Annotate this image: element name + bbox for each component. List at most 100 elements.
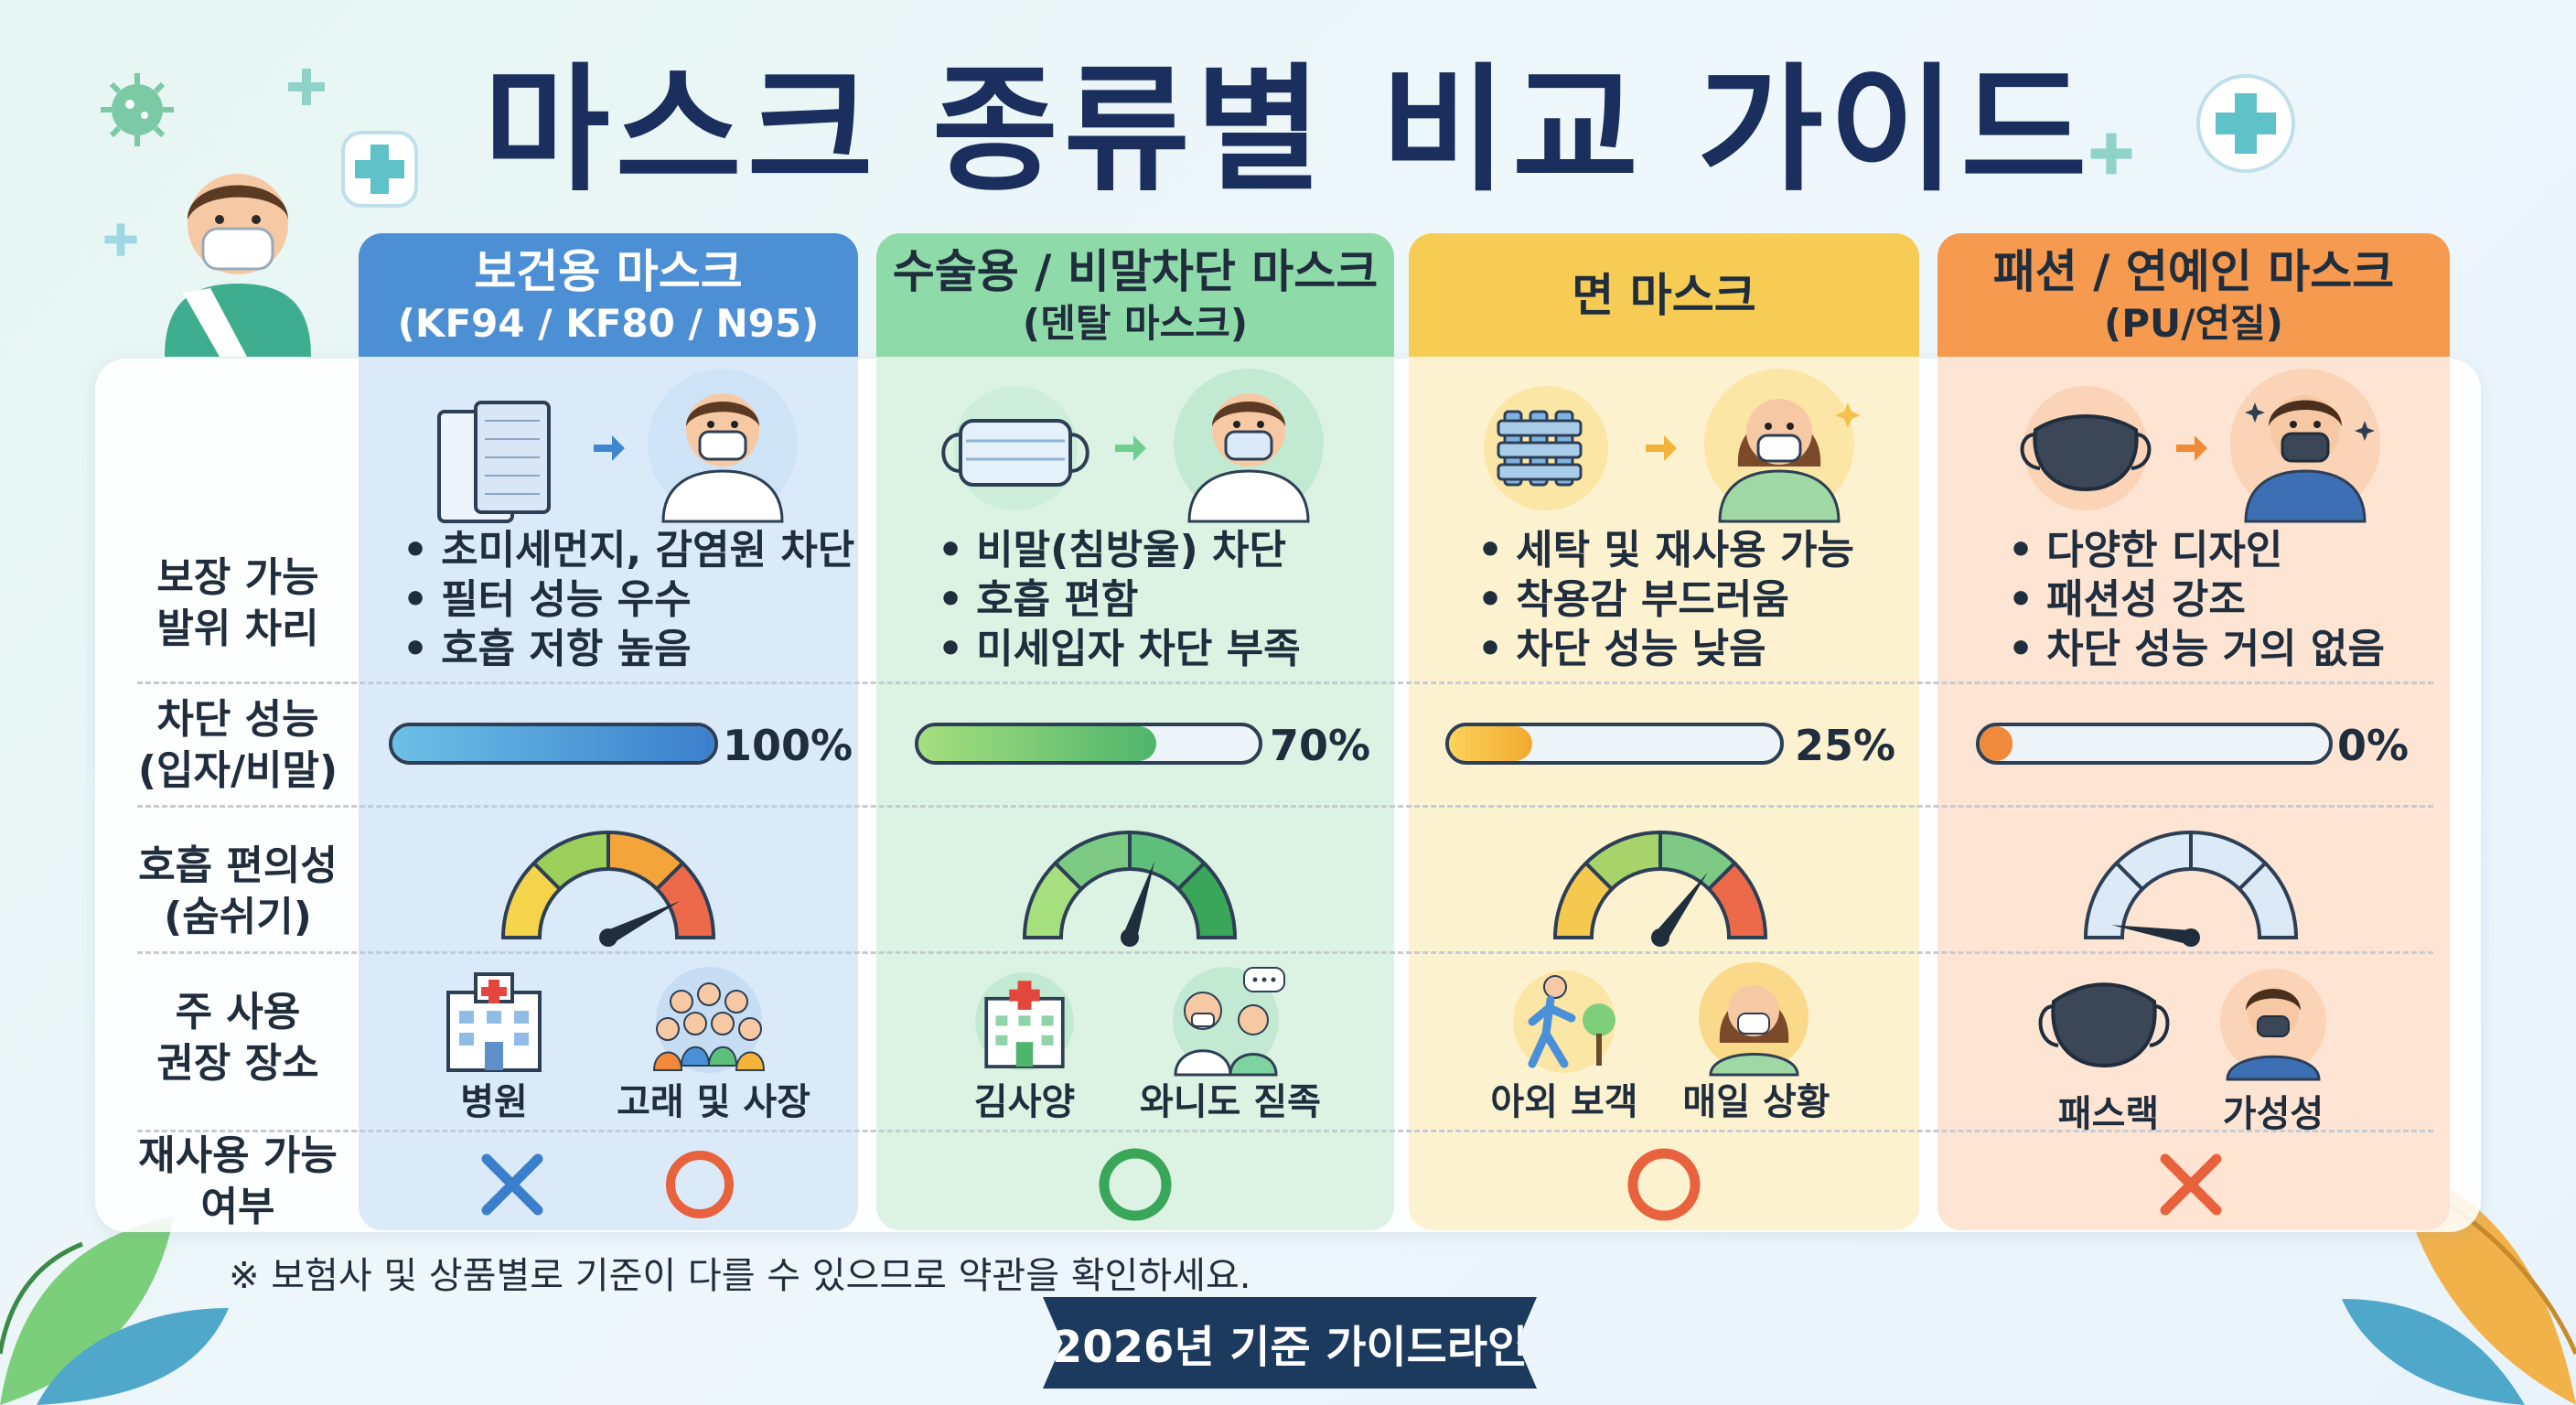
feature-item: 비말(침방울) 차단	[938, 526, 1301, 575]
blocking-percent-surgical: 70%	[1270, 721, 1371, 770]
gauge-segment	[654, 860, 716, 939]
blocking-bar-cotton	[1445, 723, 1784, 765]
breathing-gauge-kf	[500, 830, 716, 947]
feature-item: 패션성 강조	[2008, 575, 2385, 625]
row-label-places: 주 사용 권장 장소	[101, 983, 375, 1093]
column-subtitle: (KF94 / KF80 / N95)	[397, 300, 820, 346]
column-title: 수술용 / 비말차단 마스크	[892, 244, 1379, 298]
arrow-right-icon	[2176, 435, 2207, 461]
column-title: 패션 / 연예인 마스크	[1992, 244, 2395, 298]
medical-cross-icon	[341, 131, 418, 208]
row-label-line: 발위 차리	[156, 606, 319, 652]
doctor-and-patient-icon	[1173, 967, 1285, 1077]
gauge-hub	[1651, 928, 1669, 947]
fashion-mask-icon	[2020, 386, 2152, 510]
plus-sparkle-icon	[104, 223, 137, 256]
blocking-bar-fill	[1980, 726, 2012, 761]
doctor-mascot-illustration	[165, 174, 311, 357]
crowd-icon	[652, 967, 766, 1073]
row-label-line: 권장 장소	[156, 1040, 319, 1087]
reuse-yes-circle-icon	[1099, 1148, 1172, 1221]
row-label-line: 호흡 편의성	[138, 842, 338, 889]
disclaimer-footnote: ※ 보험사 및 상품별로 기준이 다를 수 있으므로 약관을 확인하세요.	[229, 1255, 1251, 1297]
feature-list-fashion: 다양한 디자인 패션성 강조 차단 성능 거의 없음	[2008, 526, 2385, 674]
feature-item: 다양한 디자인	[2008, 526, 2385, 575]
row-label-line: (숨쉬기)	[164, 894, 312, 940]
gauge-segment	[1706, 860, 1768, 939]
doctor-with-mask-icon	[1174, 369, 1324, 523]
blocking-bar-fill	[392, 726, 714, 761]
column-title: 면 마스크	[1572, 268, 1756, 322]
column-subtitle: (덴탈 마스크)	[1022, 300, 1249, 346]
breathing-gauge-surgical	[1022, 830, 1238, 947]
feature-item: 호흡 편함	[938, 575, 1301, 625]
place-label: 패스랙	[2057, 1093, 2160, 1135]
column-header-kf: 보건용 마스크 (KF94 / KF80 / N95)	[359, 233, 858, 357]
blocking-bar-kf	[389, 723, 718, 765]
row-divider	[137, 681, 2433, 684]
gauge-hub	[599, 928, 617, 947]
feature-item: 초미세먼지, 감염원 차단	[402, 526, 854, 575]
blocking-bar-fashion	[1976, 723, 2333, 765]
woman-with-mask-icon	[1704, 369, 1861, 523]
row-label-breathing: 호흡 편의성 (숨쉬기)	[101, 837, 375, 947]
row-label-line: 여부	[200, 1184, 275, 1230]
blocking-percent-kf: 100%	[723, 721, 853, 770]
plus-sparkle-icon	[2090, 133, 2132, 175]
place-label: 고래 및 사장	[617, 1081, 810, 1123]
place-label: 병원	[460, 1081, 528, 1123]
blocking-bar-fill	[918, 726, 1157, 761]
column-header-fashion: 패션 / 연예인 마스크 (PU/연질)	[1937, 233, 2450, 357]
feature-item: 필터 성능 우수	[402, 575, 854, 625]
row-label-blocking: 차단 성능 (입자/비말)	[101, 691, 375, 800]
medical-cross-icon	[2196, 74, 2295, 173]
place-label: 가성성	[2222, 1093, 2324, 1135]
gauge-segment	[2237, 860, 2299, 939]
gauge-needle	[1654, 872, 1708, 942]
place-label: 와니도 짇족	[1140, 1081, 1321, 1123]
leaf-decoration-left	[0, 1217, 229, 1405]
feature-list-surgical: 비말(침방울) 차단 호흡 편함 미세입자 차단 부족	[938, 526, 1301, 674]
gauge-needle	[1122, 861, 1155, 940]
feature-list-kf: 초미세먼지, 감염원 차단 필터 성능 우수 호흡 저항 높음	[402, 526, 854, 674]
blocking-bar-fill	[1449, 726, 1532, 761]
celebrity-with-mask-icon	[2220, 969, 2326, 1081]
row-divider	[137, 805, 2433, 808]
guideline-ribbon: 2026년 기준 가이드라인	[1043, 1297, 1537, 1389]
plus-sparkle-icon	[288, 69, 325, 105]
row-divider	[137, 951, 2433, 954]
blocking-bar-surgical	[915, 723, 1262, 765]
feature-list-cotton: 세탁 및 재사용 가능 착용감 부드러움 차단 성능 낮음	[1477, 526, 1854, 674]
place-label: 매일 상황	[1682, 1081, 1830, 1123]
feature-item: 차단 성능 거의 없음	[2008, 625, 2385, 674]
place-label: 김사양	[973, 1081, 1076, 1123]
breathing-gauge-fashion	[2083, 830, 2299, 947]
row-label-line: 차단 성능	[156, 696, 319, 743]
fashion-mask-icon	[2038, 982, 2170, 1068]
reuse-no-x-icon	[2160, 1153, 2222, 1216]
arrow-right-icon	[594, 435, 625, 461]
column-subtitle: (PU/연질)	[2104, 300, 2283, 346]
gauge-hub	[2182, 928, 2200, 947]
reuse-no-x-icon	[481, 1153, 543, 1216]
woman-with-mask-icon	[1699, 962, 1809, 1077]
filter-layers-icon	[437, 401, 551, 523]
feature-item: 미세입자 차단 부족	[938, 625, 1300, 674]
gauge-hub	[1121, 928, 1139, 947]
gauge-needle	[2111, 925, 2193, 945]
reuse-yes-circle-icon	[1627, 1148, 1701, 1221]
arrow-right-icon	[1646, 435, 1677, 461]
breathing-gauge-cotton	[1552, 830, 1768, 947]
woven-fabric-icon	[1484, 386, 1608, 510]
gauge-needle	[605, 901, 681, 945]
doctor-with-mask-icon	[648, 369, 798, 523]
row-label-line: 재사용 가능	[138, 1132, 338, 1179]
row-divider	[137, 1130, 2433, 1132]
blocking-percent-cotton: 25%	[1795, 721, 1896, 770]
hospital-icon	[446, 972, 542, 1072]
gauge-segment	[1175, 860, 1238, 939]
row-label-line: 주 사용	[175, 989, 301, 1035]
feature-item: 호흡 저항 높음	[402, 625, 854, 674]
column-header-cotton: 면 마스크	[1409, 233, 1919, 357]
column-header-surgical: 수술용 / 비말차단 마스크 (덴탈 마스크)	[876, 233, 1394, 357]
